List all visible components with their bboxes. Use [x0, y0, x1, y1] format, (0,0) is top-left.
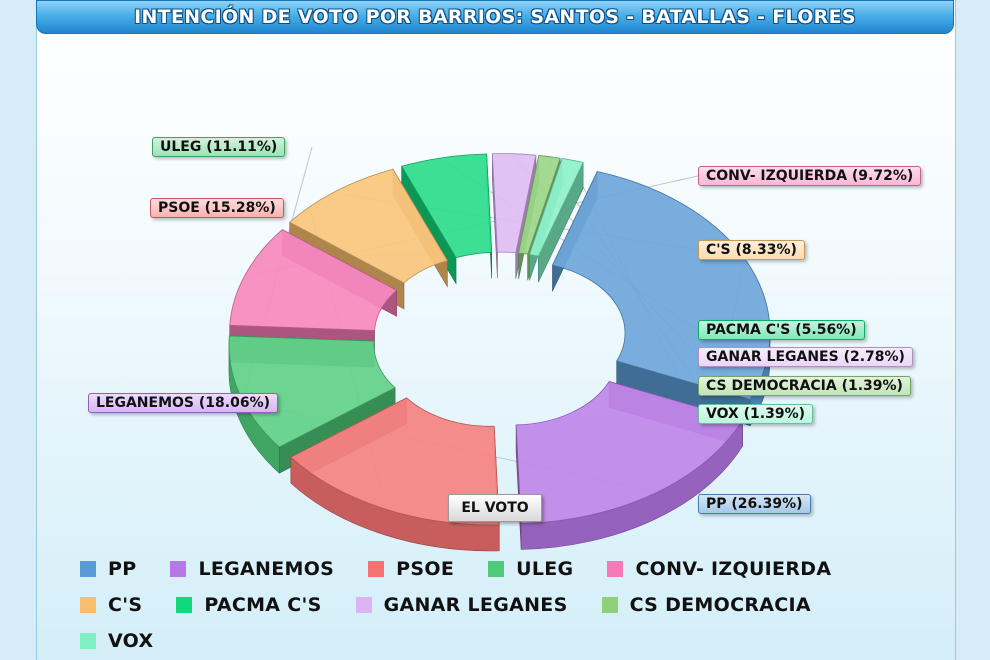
center-label: EL VOTO: [448, 494, 542, 522]
slice-top: [229, 229, 398, 331]
legend-item: PACMA C'S: [176, 594, 321, 616]
legend-swatch: [176, 597, 193, 613]
legend-item: CONV- IZQUIERDA: [607, 558, 831, 580]
legend-swatch: [80, 633, 96, 649]
legend-label: C'S: [108, 594, 143, 616]
data-label: PSOE (15.28%): [150, 198, 284, 218]
data-label: ULEG (11.11%): [152, 137, 286, 157]
slice-top: [518, 154, 561, 255]
pie-slice-psoe: [290, 397, 500, 552]
legend-item: PP: [80, 558, 136, 580]
chart-title: INTENCIÓN DE VOTO POR BARRIOS: SANTOS - …: [134, 6, 856, 28]
slice-top: [528, 158, 584, 257]
data-label: CS DEMOCRACIA (1.39%): [698, 376, 911, 396]
legend-item: C'S: [80, 594, 142, 616]
legend-swatch: [170, 561, 187, 577]
data-label: VOX (1.39%): [698, 404, 814, 424]
legend-item: VOX: [80, 630, 153, 652]
legend-swatch: [607, 561, 624, 577]
legend-item: ULEG: [488, 558, 573, 580]
legend-label: PSOE: [396, 558, 455, 580]
legend-item: LEGANEMOS: [170, 558, 334, 580]
slice-top: [515, 381, 744, 524]
slice-top: [289, 168, 448, 284]
legend: PP LEGANEMOS PSOE ULEG CONV- IZQUIERDA C'S PAC…: [80, 558, 920, 652]
slice-top: [491, 153, 537, 254]
legend-item: CS DEMOCRACIA: [601, 594, 811, 616]
legend-swatch: [80, 597, 96, 613]
slice-top: [401, 153, 493, 259]
legend-label: VOX: [108, 630, 154, 652]
data-label: PACMA C'S (5.56%): [698, 320, 865, 340]
legend-label: CS DEMOCRACIA: [629, 594, 811, 616]
slice-top: [290, 397, 500, 526]
slice-top: [551, 171, 771, 401]
legend-swatch: [355, 597, 372, 613]
legend-label: PACMA C'S: [204, 594, 322, 616]
legend-swatch: [368, 561, 385, 577]
legend-swatch: [601, 597, 618, 613]
pie-slice-leganemos: [515, 381, 744, 550]
legend-item: PSOE: [368, 558, 454, 580]
data-label: CONV- IZQUIERDA (9.72%): [698, 166, 922, 186]
slice-top: [228, 335, 396, 448]
data-label: LEGANEMOS (18.06%): [88, 393, 278, 413]
legend-swatch: [80, 561, 96, 577]
legend-label: PP: [108, 558, 137, 580]
legend-label: CONV- IZQUIERDA: [635, 558, 832, 580]
legend-label: GANAR LEGANES: [383, 594, 568, 616]
legend-item: GANAR LEGANES: [355, 594, 568, 616]
legend-swatch: [488, 561, 505, 577]
pie-slice-vox: [528, 158, 584, 283]
legend-label: LEGANEMOS: [198, 558, 335, 580]
legend-label: ULEG: [516, 558, 574, 580]
data-label: PP (26.39%): [698, 494, 811, 514]
data-label: GANAR LEGANES (2.78%): [698, 347, 913, 367]
title-bar: INTENCIÓN DE VOTO POR BARRIOS: SANTOS - …: [36, 0, 954, 34]
data-label: C'S (8.33%): [698, 240, 805, 260]
